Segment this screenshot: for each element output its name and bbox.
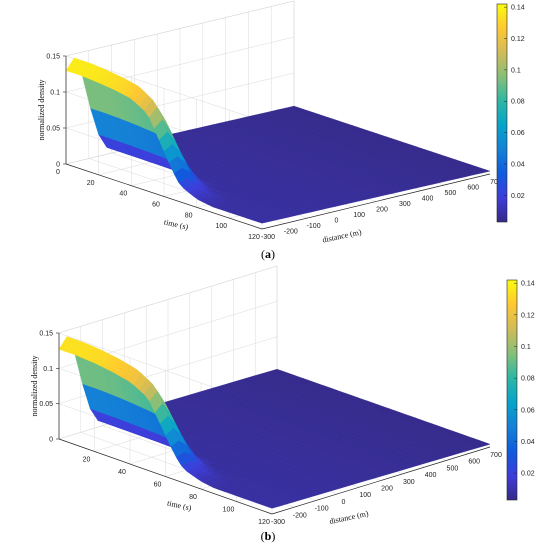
- distance-tick-label: 700: [490, 179, 502, 186]
- distance-tick-label: 400: [425, 472, 437, 479]
- colorbar-tick-label: 0.06: [521, 407, 535, 414]
- panel-caption: (b): [261, 529, 276, 543]
- distance-axis-line: [271, 446, 491, 515]
- distance-tick-label: 0: [334, 218, 338, 225]
- distance-axis-line: [261, 173, 491, 230]
- distance-tick-label: -300: [271, 519, 285, 526]
- distance-tick-label: 200: [381, 486, 393, 493]
- z-tick-label: 0: [49, 437, 53, 444]
- distance-tick-label: 500: [447, 465, 459, 472]
- distance-tick-label: 500: [445, 190, 457, 197]
- distance-tick-label: 400: [422, 196, 434, 203]
- colorbar-tick-label: 0.14: [511, 5, 525, 12]
- time-tick-label: 80: [189, 494, 197, 501]
- colorbar-tick-label: 0.08: [511, 99, 525, 106]
- surface-patch: [256, 219, 271, 224]
- colorbar-tick-label: 0.1: [521, 344, 531, 351]
- colorbar-tick-label: 0.02: [511, 193, 525, 200]
- distance-tick-label: 0: [341, 499, 345, 506]
- time-tick-label: 0: [56, 169, 60, 176]
- time-tick-label: 40: [119, 191, 127, 198]
- time-tick-label: 40: [118, 469, 126, 476]
- time-tick-label: 20: [83, 457, 91, 464]
- time-tick-label: 20: [87, 180, 95, 187]
- time-tick-label: 80: [185, 212, 193, 219]
- time-tick-label: 100: [223, 507, 235, 514]
- surface-patch: [266, 503, 281, 509]
- colorbar-tick-label: 0.12: [521, 312, 535, 319]
- distance-tick-label: 100: [359, 492, 371, 499]
- z-axis-label: normalized density: [37, 79, 46, 140]
- distance-axis-label: distance (m): [328, 509, 369, 526]
- time-axis-line: [58, 438, 273, 515]
- colorbar-tick-label: 0.14: [521, 281, 535, 288]
- z-tick-label: 0.1: [50, 90, 60, 97]
- time-tick-label: 60: [154, 482, 162, 489]
- distance-tick-label: 600: [468, 459, 480, 466]
- distance-tick-label: -200: [284, 229, 298, 236]
- time-tick-label: 120: [258, 519, 270, 526]
- distance-tick-label: 200: [376, 207, 388, 214]
- z-axis-label: normalized density: [30, 355, 39, 416]
- z-tick-label: 0.1: [43, 366, 53, 373]
- distance-tick-label: 600: [467, 185, 479, 192]
- distance-tick-label: -300: [261, 234, 275, 241]
- colorbar-tick-label: 0.1: [511, 67, 521, 74]
- z-tick-label: 0: [56, 162, 60, 169]
- time-axis-label: time (s): [163, 218, 189, 232]
- panel-label: b: [265, 529, 272, 543]
- z-tick-label: 0.15: [39, 331, 53, 338]
- distance-tick-label: -100: [315, 506, 329, 513]
- panel-a: 0 0.05 0.1 0.15 0 20 40 60 80 100 120 -300 -200 -100 0…: [37, 0, 525, 261]
- panel-b: 0 0.05 0.1 0.15 20 40 60 80 100 120 -300 -200 -100 0 1…: [30, 265, 535, 543]
- colorbar-tick-label: 0.08: [521, 376, 535, 383]
- time-axis-line: [65, 163, 263, 230]
- colorbar-tick-label: 0.12: [511, 36, 525, 43]
- axes: 0 0.05 0.1 0.15 0 20 40 60 80 100 120 -300 -200 -100 0…: [37, 54, 502, 245]
- z-tick-label: 0.05: [39, 401, 53, 408]
- time-tick-label: 100: [215, 223, 227, 230]
- distance-tick-label: 300: [399, 201, 411, 208]
- distance-tick-label: 100: [353, 212, 365, 219]
- panel-caption: (a): [261, 247, 275, 261]
- distance-tick-label: 700: [490, 452, 502, 459]
- distance-tick-label: -100: [307, 223, 321, 230]
- panel-label: a: [265, 247, 271, 261]
- density-surface: [65, 57, 491, 224]
- distance-tick-label: -200: [293, 512, 307, 519]
- grid-line: [58, 265, 278, 334]
- colorbar-tick-label: 0.04: [511, 161, 525, 168]
- colorbar: [506, 279, 518, 501]
- density-surface: [58, 336, 491, 509]
- grid-line: [65, 0, 295, 57]
- distance-axis-label: distance (m): [321, 227, 362, 244]
- time-tick-label: 60: [152, 202, 160, 209]
- colorbar: [496, 3, 508, 223]
- colorbar-tick-label: 0.04: [521, 439, 535, 446]
- z-tick-label: 0.05: [46, 126, 60, 133]
- distance-tick-label: 300: [403, 479, 415, 486]
- z-tick-label: 0.15: [46, 54, 60, 61]
- colorbar-tick-label: 0.06: [511, 130, 525, 137]
- colorbar-tick-label: 0.02: [521, 471, 535, 478]
- time-tick-label: 120: [248, 234, 260, 241]
